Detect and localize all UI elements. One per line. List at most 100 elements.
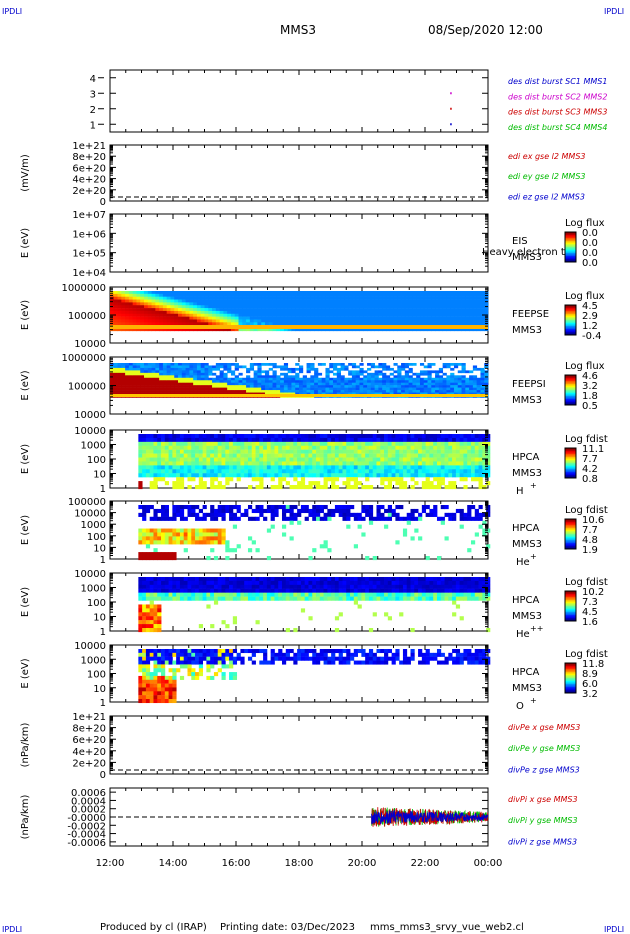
heatmap-cell: [285, 434, 290, 439]
heatmap-cell: [291, 375, 296, 379]
heatmap-cell: [372, 457, 377, 462]
heatmap-cell: [145, 453, 151, 458]
heatmap-cell: [121, 392, 126, 396]
heatmap-cell: [147, 365, 152, 369]
heatmap-cell: [202, 512, 207, 517]
heatmap-cell: [236, 449, 241, 454]
heatmap-cell: [213, 540, 219, 545]
heatmap-cell: [117, 387, 122, 391]
heatmap-cell: [128, 328, 134, 332]
heatmap-cell: [196, 390, 202, 393]
y-tick-label: 100: [87, 455, 106, 466]
heatmap-cell: [348, 328, 353, 332]
heatmap-cell: [261, 387, 266, 391]
heatmap-cell: [168, 552, 173, 557]
heatmap-cell: [268, 385, 273, 388]
heatmap-cell: [144, 392, 149, 396]
heatmap-cell: [204, 365, 209, 369]
heatmap-cell: [414, 481, 419, 486]
heatmap-cell: [350, 512, 355, 517]
heatmap-cell: [283, 392, 289, 396]
heatmap-cell: [353, 465, 358, 470]
heatmap-cell: [200, 299, 205, 303]
heatmap-cell: [393, 377, 398, 381]
heatmap-cell: [291, 385, 296, 388]
heatmap-cell: [164, 552, 169, 557]
heatmap-cell: [419, 377, 425, 381]
heatmap-cell: [353, 437, 358, 443]
heatmap-cell: [161, 465, 166, 470]
heatmap-cell: [162, 377, 168, 381]
heatmap-cell: [264, 375, 270, 379]
heatmap-cell: [416, 375, 421, 379]
heatmap-cell: [128, 380, 134, 383]
legend-entry: edi ez gse l2 MMS3: [508, 192, 585, 201]
heatmap-cell: [202, 469, 207, 474]
heatmap-cell: [234, 322, 239, 326]
heatmap-cell: [304, 434, 309, 439]
heatmap-cell: [128, 382, 134, 386]
heatmap-cell: [151, 363, 156, 366]
heatmap-cell: [287, 390, 292, 393]
heatmap-cell: [450, 293, 455, 297]
heatmap-cell: [283, 296, 289, 300]
heatmap-cell: [200, 392, 205, 396]
heatmap-cell: [327, 461, 332, 466]
heatmap-cell: [174, 375, 179, 379]
heatmap-cell: [253, 299, 258, 303]
heatmap-cell: [157, 437, 162, 443]
heatmap-cell: [189, 296, 194, 300]
heatmap-cell: [404, 380, 410, 383]
datetime-title: 08/Sep/2020 12:00: [428, 23, 543, 37]
colorbar-tick: 0.0: [582, 228, 598, 239]
heatmap-cell: [285, 461, 290, 466]
heatmap-cell: [404, 377, 410, 381]
heatmap-cell: [191, 508, 196, 514]
heatmap-cell: [342, 473, 347, 478]
instrument-label: EIS: [512, 236, 528, 247]
heatmap-cell: [470, 434, 476, 439]
heatmap-cell: [264, 302, 270, 306]
heatmap-cell: [367, 308, 372, 312]
heatmap-cell: [410, 477, 415, 482]
heatmap-cell: [172, 485, 177, 490]
heatmap-cell: [452, 457, 457, 462]
heatmap-cell: [113, 308, 118, 312]
heatmap-cell: [325, 372, 330, 376]
heatmap-cell: [191, 449, 196, 454]
heatmap-cell: [164, 540, 169, 545]
heatmap-cell: [391, 477, 396, 482]
heatmap-cell: [361, 465, 366, 470]
heatmap-cell: [312, 449, 317, 454]
heatmap-cell: [442, 316, 447, 320]
heatmap-cell: [316, 508, 321, 514]
heatmap-cell: [223, 390, 228, 393]
heatmap-cell: [253, 363, 258, 366]
heatmap-cell: [291, 387, 296, 391]
heatmap-cell: [168, 457, 173, 462]
heatmap-cell: [191, 512, 196, 517]
spacecraft-label: MMS3: [512, 252, 542, 263]
heatmap-cell: [478, 453, 483, 458]
heatmap-cell: [367, 296, 372, 300]
heatmap-cell: [268, 316, 273, 320]
heatmap-cell: [470, 437, 476, 443]
heatmap-cell: [227, 382, 232, 386]
heatmap-cell: [281, 441, 287, 446]
heatmap-cell: [314, 328, 319, 332]
heatmap-cell: [308, 512, 313, 517]
heatmap-cell: [185, 392, 190, 396]
heatmap-cell: [261, 382, 266, 386]
heatmap-cell: [272, 308, 277, 312]
heatmap-cell: [401, 316, 406, 320]
heatmap-cell: [172, 461, 177, 466]
heatmap-cell: [374, 319, 379, 323]
heatmap-cell: [238, 380, 243, 383]
heatmap-cell: [153, 556, 158, 561]
heatmap-cell: [196, 372, 202, 376]
heatmap-cell: [446, 380, 451, 383]
heatmap-cell: [442, 293, 447, 297]
heatmap-cell: [350, 457, 355, 462]
heatmap-cell: [253, 316, 258, 320]
heatmap-cell: [440, 505, 445, 510]
